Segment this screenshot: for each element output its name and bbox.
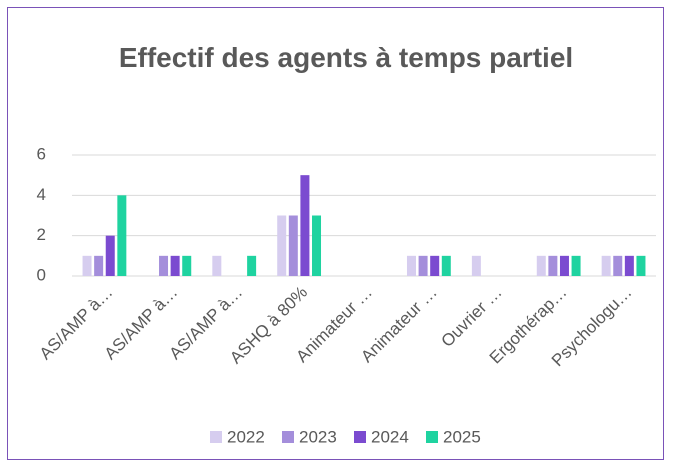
legend-label: 2024 <box>371 427 409 446</box>
bar <box>624 255 634 276</box>
legend-swatch <box>426 431 438 443</box>
legend-swatch <box>354 431 366 443</box>
bar <box>170 255 180 276</box>
bar <box>536 255 546 276</box>
bar <box>182 255 192 276</box>
y-tick-label: 4 <box>37 185 46 204</box>
legend-swatch <box>282 431 294 443</box>
legend-label: 2023 <box>299 427 337 446</box>
bar <box>117 195 127 276</box>
bar <box>418 255 428 276</box>
bar <box>441 255 451 276</box>
legend-swatch <box>210 431 222 443</box>
bar <box>212 255 222 276</box>
bar <box>636 255 646 276</box>
bar <box>277 215 287 276</box>
bar <box>571 255 581 276</box>
bar <box>548 255 558 276</box>
bar <box>430 255 440 276</box>
bar <box>312 215 322 276</box>
bar <box>247 255 257 276</box>
bar <box>406 255 416 276</box>
y-tick-label: 0 <box>37 265 46 284</box>
bar <box>613 255 623 276</box>
bar <box>94 255 104 276</box>
y-tick-label: 6 <box>37 144 46 163</box>
chart-border <box>7 7 664 460</box>
x-tick-label: Ouvrier … <box>438 283 506 351</box>
legend-label: 2022 <box>227 427 265 446</box>
bar <box>159 255 169 276</box>
chart-title: Effectif des agents à temps partiel <box>118 42 574 73</box>
bar <box>82 255 92 276</box>
y-tick-label: 2 <box>37 225 46 244</box>
bar <box>105 235 115 276</box>
bar <box>559 255 569 276</box>
bar <box>288 215 298 276</box>
legend-label: 2025 <box>443 427 481 446</box>
bar <box>300 175 310 276</box>
bar <box>471 255 481 276</box>
bar <box>601 255 611 276</box>
